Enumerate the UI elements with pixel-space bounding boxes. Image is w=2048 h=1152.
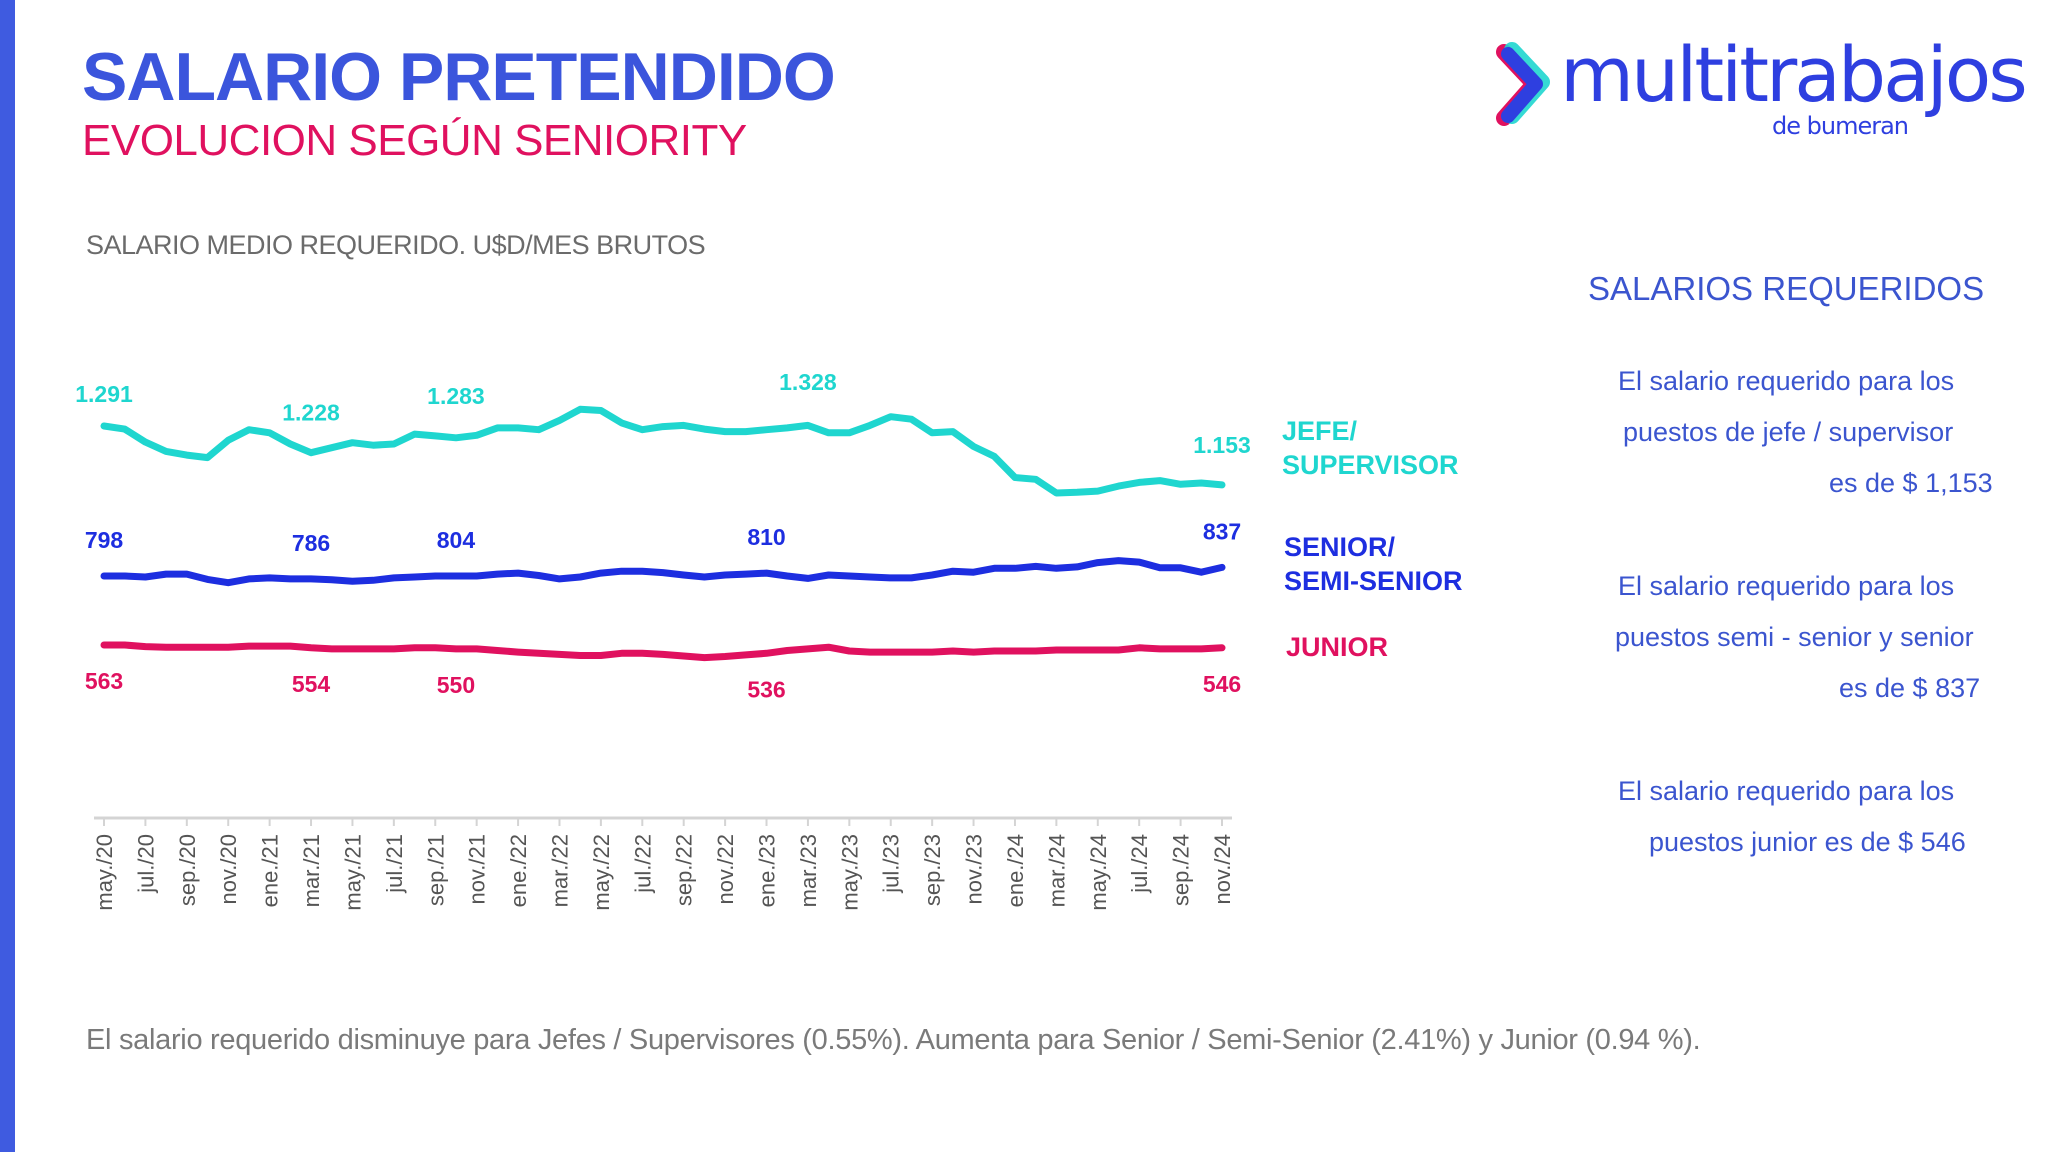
x-tick-label: may./21 bbox=[340, 834, 365, 911]
x-tick-label: ene./24 bbox=[1003, 834, 1028, 907]
data-label: 1.283 bbox=[427, 383, 485, 409]
data-labels: 1.291 1.228 1.283 1.328 1.153 798 786 804 810 837… bbox=[75, 369, 1251, 702]
x-tick-label: sep./24 bbox=[1169, 834, 1194, 906]
multitrabajos-logo: multitrabajos de bumeran bbox=[1490, 30, 2028, 146]
data-label: 786 bbox=[292, 530, 330, 556]
x-tick-label: mar./21 bbox=[299, 834, 324, 907]
data-label: 1.328 bbox=[779, 369, 837, 395]
series-line-senior-semi-senior bbox=[100, 557, 1226, 587]
x-tick-label: jul./21 bbox=[382, 834, 407, 894]
x-tick-label: jul./20 bbox=[133, 834, 158, 894]
legend: JEFE/ SUPERVISOR SENIOR/ SEMI-SENIOR JUN… bbox=[1282, 416, 1463, 662]
data-label: 798 bbox=[85, 527, 124, 553]
x-tick-label: nov./24 bbox=[1210, 834, 1235, 905]
x-tick-label: nov./23 bbox=[962, 834, 987, 905]
legend-jefe-line1: JEFE/ bbox=[1282, 416, 1358, 446]
sidebar-title: SALARIOS REQUERIDOS bbox=[1588, 270, 1985, 307]
sidebar-jefe-line2: puestos de jefe / supervisor bbox=[1623, 417, 1954, 447]
series-lines bbox=[100, 405, 1226, 662]
series-line-jefe-supervisor bbox=[100, 405, 1226, 497]
data-label: 536 bbox=[747, 676, 785, 702]
x-tick-label: jul./22 bbox=[630, 834, 655, 894]
data-label: 810 bbox=[747, 524, 785, 550]
x-tick-label: sep./23 bbox=[920, 834, 945, 906]
data-label: 1.153 bbox=[1193, 432, 1251, 458]
x-tick-label: ene./22 bbox=[506, 834, 531, 907]
legend-junior: JUNIOR bbox=[1286, 632, 1388, 662]
data-label: 563 bbox=[85, 668, 123, 694]
logo-tagline: de bumeran bbox=[1772, 112, 1909, 140]
x-tick-label: jul./23 bbox=[879, 834, 904, 894]
x-axis: may./20 jul./20 sep./20 nov./20 ene./21 mar./… bbox=[92, 816, 1235, 911]
sidebar-jefe-line3: es de $ 1,153 bbox=[1829, 468, 1993, 498]
sidebar-junior-line1: El salario requerido para los bbox=[1618, 776, 1955, 806]
sidebar-senior-line3: es de $ 837 bbox=[1839, 673, 1981, 703]
chevron-logo-icon bbox=[1496, 42, 1550, 126]
data-label: 550 bbox=[437, 672, 475, 698]
x-tick-label: may./22 bbox=[589, 834, 614, 911]
data-label: 554 bbox=[292, 671, 331, 697]
accent-side-bar bbox=[0, 0, 15, 1152]
data-label: 837 bbox=[1203, 518, 1241, 544]
sidebar-jefe-line1: El salario requerido para los bbox=[1618, 366, 1955, 396]
x-tick-label: mar./23 bbox=[796, 834, 821, 907]
x-tick-label: sep./22 bbox=[672, 834, 697, 906]
sidebar-senior-line2: puestos semi - senior y senior bbox=[1615, 622, 1974, 652]
data-label: 546 bbox=[1203, 671, 1241, 697]
salary-line-chart: may./20 jul./20 sep./20 nov./20 ene./21 mar./… bbox=[75, 369, 1463, 911]
x-tick-label: may./20 bbox=[92, 834, 117, 911]
footer-note: El salario requerido disminuye para Jefe… bbox=[86, 1024, 1701, 1056]
data-label: 1.228 bbox=[282, 400, 340, 426]
x-tick-label: nov./21 bbox=[465, 834, 490, 905]
x-tick-label: may./23 bbox=[837, 834, 862, 911]
x-tick-label: sep./21 bbox=[423, 834, 448, 906]
sidebar-junior-line2: puestos junior es de $ 546 bbox=[1649, 827, 1966, 857]
x-tick-label: mar./22 bbox=[547, 834, 572, 907]
page-subtitle: EVOLUCION SEGÚN SENIORITY bbox=[82, 116, 747, 165]
legend-senior-line2: SEMI-SENIOR bbox=[1284, 566, 1463, 596]
logo-wordmark: multitrabajos bbox=[1560, 30, 2028, 119]
x-tick-label: may./24 bbox=[1086, 834, 1111, 911]
x-tick-label: nov./20 bbox=[216, 834, 241, 905]
page-title: SALARIO PRETENDIDO bbox=[82, 39, 836, 115]
legend-senior-line1: SENIOR/ bbox=[1284, 532, 1396, 562]
x-tick-label: jul./24 bbox=[1127, 834, 1152, 894]
sidebar-senior-line1: El salario requerido para los bbox=[1618, 571, 1955, 601]
data-label: 804 bbox=[437, 527, 476, 553]
x-tick-label: mar./24 bbox=[1044, 834, 1069, 907]
legend-jefe-line2: SUPERVISOR bbox=[1282, 450, 1459, 480]
chart-title: SALARIO MEDIO REQUERIDO. U$D/MES BRUTOS bbox=[86, 230, 706, 260]
series-line-junior bbox=[100, 641, 1226, 662]
x-tick-label: ene./23 bbox=[755, 834, 780, 907]
x-tick-label: ene./21 bbox=[258, 834, 283, 907]
data-label: 1.291 bbox=[75, 381, 133, 407]
x-tick-label: nov./22 bbox=[713, 834, 738, 905]
x-tick-label: sep./20 bbox=[175, 834, 200, 906]
